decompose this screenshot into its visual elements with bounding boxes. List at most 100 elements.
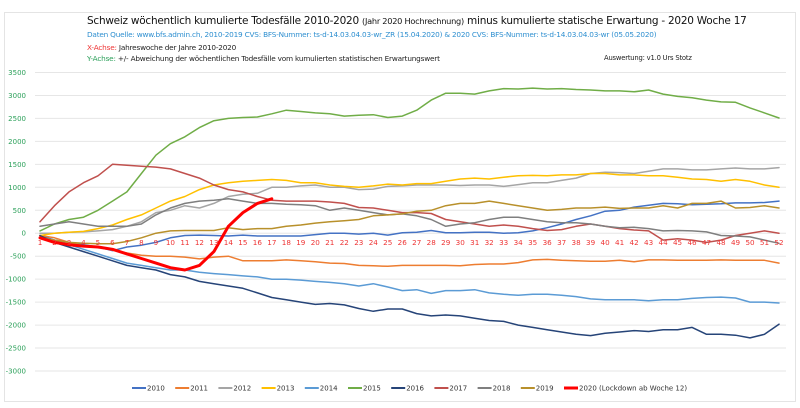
x-tick-label: 38 — [572, 238, 582, 247]
title-paren: (Jahr 2020 Hochrechnung) — [362, 16, 464, 26]
x-tick-label: 32 — [485, 238, 494, 247]
y-tick-label: -2500 — [6, 345, 26, 353]
legend-label: 2016 — [406, 385, 424, 393]
series-line-2019 — [39, 200, 780, 245]
y-axis-key: Y-Achse: — [87, 54, 116, 63]
legend-item: 2016 — [391, 385, 425, 393]
x-tick-label: 6 — [110, 238, 115, 247]
data-source: Daten Quelle: www.bfs.admin.ch, 2010-201… — [87, 30, 657, 39]
series-lines — [38, 87, 780, 339]
legend-item: 2011 — [175, 385, 208, 393]
x-tick-label: 1 — [38, 238, 43, 247]
x-axis-key: X-Achse: — [87, 43, 117, 52]
x-tick-label: 35 — [528, 238, 537, 247]
x-tick-label: 3 — [67, 238, 72, 247]
legend-item: 2015 — [348, 385, 381, 393]
x-tick-label: 19 — [296, 238, 306, 247]
x-tick-label: 11 — [180, 238, 189, 247]
legend-item: 2017 — [434, 385, 467, 393]
chart-title: Schweiz wöchentlich kumulierte Todesfäll… — [87, 15, 747, 27]
y-axis-description: Y-Achse: +/- Abweichung der wöchentliche… — [87, 54, 440, 63]
gridlines — [35, 72, 786, 372]
legend-label: 2010 — [147, 385, 165, 393]
series-line-2014 — [39, 237, 780, 304]
x-axis-ticks: 1 2 3 4 5 6 7 8 9 10 11 12 13 14 15 16 17 18 19 20 21 22 23 24 2… — [38, 238, 784, 247]
x-tick-label: 39 — [586, 238, 596, 247]
x-tick-label: 17 — [267, 238, 276, 247]
title-main: Schweiz wöchentlich kumulierte Todesfäll… — [87, 15, 359, 27]
x-tick-label: 51 — [760, 238, 769, 247]
legend-item: 2012 — [218, 385, 251, 393]
series-line-2015 — [39, 87, 780, 232]
x-tick-label: 14 — [224, 238, 234, 247]
series-line-2012 — [39, 166, 780, 234]
series-line-2018 — [39, 198, 780, 245]
x-axis-description: X-Achse: Jahreswoche der Jahre 2010-2020 — [87, 43, 236, 52]
legend-label: 2012 — [233, 385, 251, 393]
y-tick-label: 1000 — [8, 184, 26, 192]
legend-item: 2010 — [132, 385, 165, 393]
x-tick-label: 45 — [673, 238, 682, 247]
x-tick-label: 48 — [716, 238, 726, 247]
y-tick-label: -1000 — [6, 276, 26, 284]
x-tick-label: 50 — [745, 238, 755, 247]
y-tick-label: 3500 — [8, 69, 26, 77]
series-line-2010 — [39, 200, 780, 252]
x-tick-label: 30 — [456, 238, 466, 247]
x-tick-label: 47 — [702, 238, 711, 247]
y-axis-text: +/- Abweichung der wöchentlichen Todesfä… — [117, 54, 440, 63]
series-line-2013 — [39, 172, 780, 237]
x-tick-label: 13 — [209, 238, 218, 247]
y-tick-label: 0 — [22, 230, 26, 238]
y-tick-label: 1500 — [8, 161, 26, 169]
legend-item: 2019 — [520, 385, 554, 393]
y-tick-label: -1500 — [6, 299, 26, 307]
y-tick-label: 3000 — [8, 92, 26, 100]
x-tick-label: 52 — [774, 238, 783, 247]
x-tick-label: 37 — [557, 238, 566, 247]
x-tick-label: 2 — [52, 238, 57, 247]
x-axis-text: Jahreswoche der Jahre 2010-2020 — [118, 43, 237, 52]
x-tick-label: 18 — [282, 238, 292, 247]
x-tick-label: 10 — [166, 238, 176, 247]
x-tick-label: 5 — [96, 238, 101, 247]
legend-item: 2014 — [304, 385, 338, 393]
x-tick-label: 8 — [139, 238, 144, 247]
x-tick-label: 46 — [687, 238, 697, 247]
y-axis-ticks: 3500 3000 2500 2000 1500 1000 500 0 -500 -1000 -15… — [6, 69, 26, 376]
legend-label: 2011 — [190, 385, 208, 393]
x-tick-label: 15 — [238, 238, 247, 247]
x-tick-label: 9 — [154, 238, 159, 247]
legend-label: 2014 — [320, 385, 338, 393]
series-line-2011 — [39, 234, 780, 268]
legend-label: 2019 — [536, 385, 554, 393]
x-tick-label: 26 — [398, 238, 408, 247]
x-tick-label: 40 — [601, 238, 611, 247]
legend-item: 2020 (Lockdown ab Woche 12) — [564, 385, 687, 393]
y-tick-label: -3000 — [6, 368, 26, 376]
legend-item: 2018 — [477, 385, 511, 393]
x-tick-label: 34 — [514, 238, 524, 247]
y-tick-label: 2500 — [8, 115, 26, 123]
legend-item: 2013 — [261, 385, 295, 393]
y-tick-label: 500 — [13, 207, 26, 215]
x-tick-label: 44 — [659, 238, 669, 247]
y-tick-label: -2000 — [6, 322, 26, 330]
x-tick-label: 36 — [543, 238, 553, 247]
legend-label: 2017 — [449, 385, 467, 393]
legend-label: 2018 — [493, 385, 511, 393]
x-tick-label: 21 — [325, 238, 334, 247]
series-line-2016 — [39, 234, 780, 339]
x-tick-label: 49 — [731, 238, 741, 247]
x-tick-label: 22 — [340, 238, 349, 247]
x-tick-label: 23 — [354, 238, 363, 247]
x-tick-label: 31 — [470, 238, 479, 247]
x-tick-label: 41 — [615, 238, 624, 247]
series-line-2020 — [38, 197, 274, 272]
legend-label: 2013 — [277, 385, 295, 393]
chart-frame — [4, 12, 796, 402]
x-tick-label: 24 — [369, 238, 379, 247]
x-tick-label: 7 — [125, 238, 130, 247]
x-tick-label: 25 — [383, 238, 392, 247]
